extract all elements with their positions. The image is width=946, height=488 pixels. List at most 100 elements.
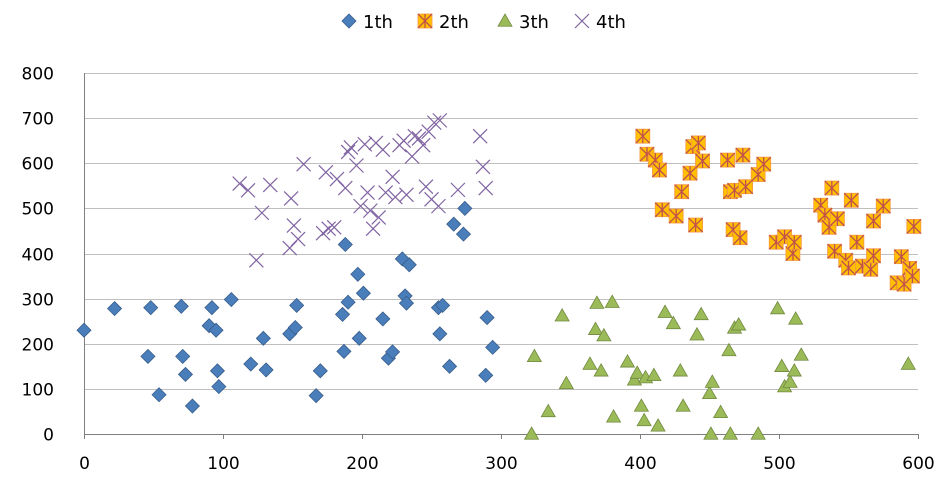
legend-item-2: 2th xyxy=(417,12,469,33)
y-tick-label: 0 xyxy=(43,426,54,446)
legend-marker xyxy=(574,13,590,29)
data-point xyxy=(337,180,353,196)
data-point xyxy=(478,180,494,196)
data-point xyxy=(554,307,570,322)
data-point xyxy=(351,330,367,346)
data-point xyxy=(371,209,387,225)
data-point xyxy=(675,398,691,412)
marker-cross xyxy=(652,162,667,178)
x-tick-label: 400 xyxy=(624,454,656,474)
data-point xyxy=(750,426,766,440)
marker-cross xyxy=(720,152,736,168)
data-point xyxy=(635,128,651,144)
data-point xyxy=(738,179,754,195)
data-point xyxy=(695,153,711,169)
data-point xyxy=(712,404,729,418)
data-point xyxy=(337,236,353,253)
series-3-points xyxy=(523,294,916,440)
y-tick-label: 700 xyxy=(22,110,54,130)
marker-cross xyxy=(732,230,748,246)
data-point xyxy=(107,300,123,317)
data-point xyxy=(240,182,256,198)
data-point xyxy=(289,297,305,313)
marker-cross xyxy=(738,179,754,195)
data-point xyxy=(401,257,417,273)
data-point xyxy=(824,180,840,196)
data-point xyxy=(208,322,224,338)
data-point xyxy=(173,298,189,314)
marker-cross xyxy=(668,208,684,224)
data-point xyxy=(262,177,278,193)
data-point xyxy=(334,306,351,322)
y-tick-label: 800 xyxy=(22,65,54,85)
data-point xyxy=(349,158,364,173)
data-point xyxy=(223,291,239,308)
data-point xyxy=(604,294,620,308)
data-point xyxy=(431,198,446,214)
data-point xyxy=(721,342,737,357)
legend-label: 3th xyxy=(519,12,549,33)
data-point xyxy=(286,218,302,233)
data-point xyxy=(457,200,473,216)
data-point xyxy=(442,358,458,374)
legend-marker xyxy=(417,13,433,29)
marker-cross xyxy=(654,202,670,218)
data-point xyxy=(769,300,786,315)
data-point xyxy=(674,184,690,200)
data-point xyxy=(688,217,704,233)
marker-cross xyxy=(674,184,690,200)
legend-item-3: 3th xyxy=(497,12,549,33)
data-point xyxy=(786,234,802,250)
data-point xyxy=(786,363,802,377)
data-point xyxy=(385,169,401,185)
data-point xyxy=(211,379,227,395)
data-point xyxy=(587,321,604,335)
data-point xyxy=(151,387,167,403)
data-point xyxy=(900,356,916,370)
legend-label: 1th xyxy=(363,12,393,33)
legend: 1th 2th 3th 4th xyxy=(341,12,626,33)
data-point xyxy=(841,260,856,276)
data-point xyxy=(704,374,720,388)
marker-cross xyxy=(906,218,922,234)
data-point xyxy=(365,221,381,237)
marker-cross xyxy=(866,248,881,264)
data-point xyxy=(243,356,259,372)
data-point xyxy=(254,205,270,221)
data-point xyxy=(732,230,748,246)
x-tick-label: 300 xyxy=(485,454,517,474)
data-point xyxy=(866,213,881,229)
data-point xyxy=(526,348,543,363)
data-point xyxy=(478,367,494,383)
data-point xyxy=(396,133,412,149)
data-point xyxy=(432,112,448,128)
data-point xyxy=(204,300,220,316)
data-point xyxy=(411,131,427,146)
data-point xyxy=(701,385,718,400)
data-point xyxy=(398,295,415,311)
data-point xyxy=(722,426,739,440)
data-point xyxy=(175,348,191,364)
data-point xyxy=(415,137,431,153)
legend-item-1: 1th xyxy=(341,12,393,33)
data-point xyxy=(355,285,371,301)
data-point xyxy=(290,231,306,247)
data-point xyxy=(340,294,356,310)
data-point xyxy=(255,330,271,346)
data-point xyxy=(232,176,248,191)
data-point xyxy=(326,219,342,235)
data-point xyxy=(318,164,334,180)
data-point xyxy=(633,398,650,412)
data-point xyxy=(312,363,328,379)
marker-cross xyxy=(786,234,802,250)
series-2-points xyxy=(635,128,922,292)
data-point xyxy=(787,311,804,325)
y-tick-label: 300 xyxy=(22,291,54,311)
data-point xyxy=(875,198,891,214)
data-point xyxy=(829,211,845,227)
x-tick-label: 200 xyxy=(346,454,378,474)
data-point xyxy=(596,327,612,342)
data-point xyxy=(849,234,865,250)
